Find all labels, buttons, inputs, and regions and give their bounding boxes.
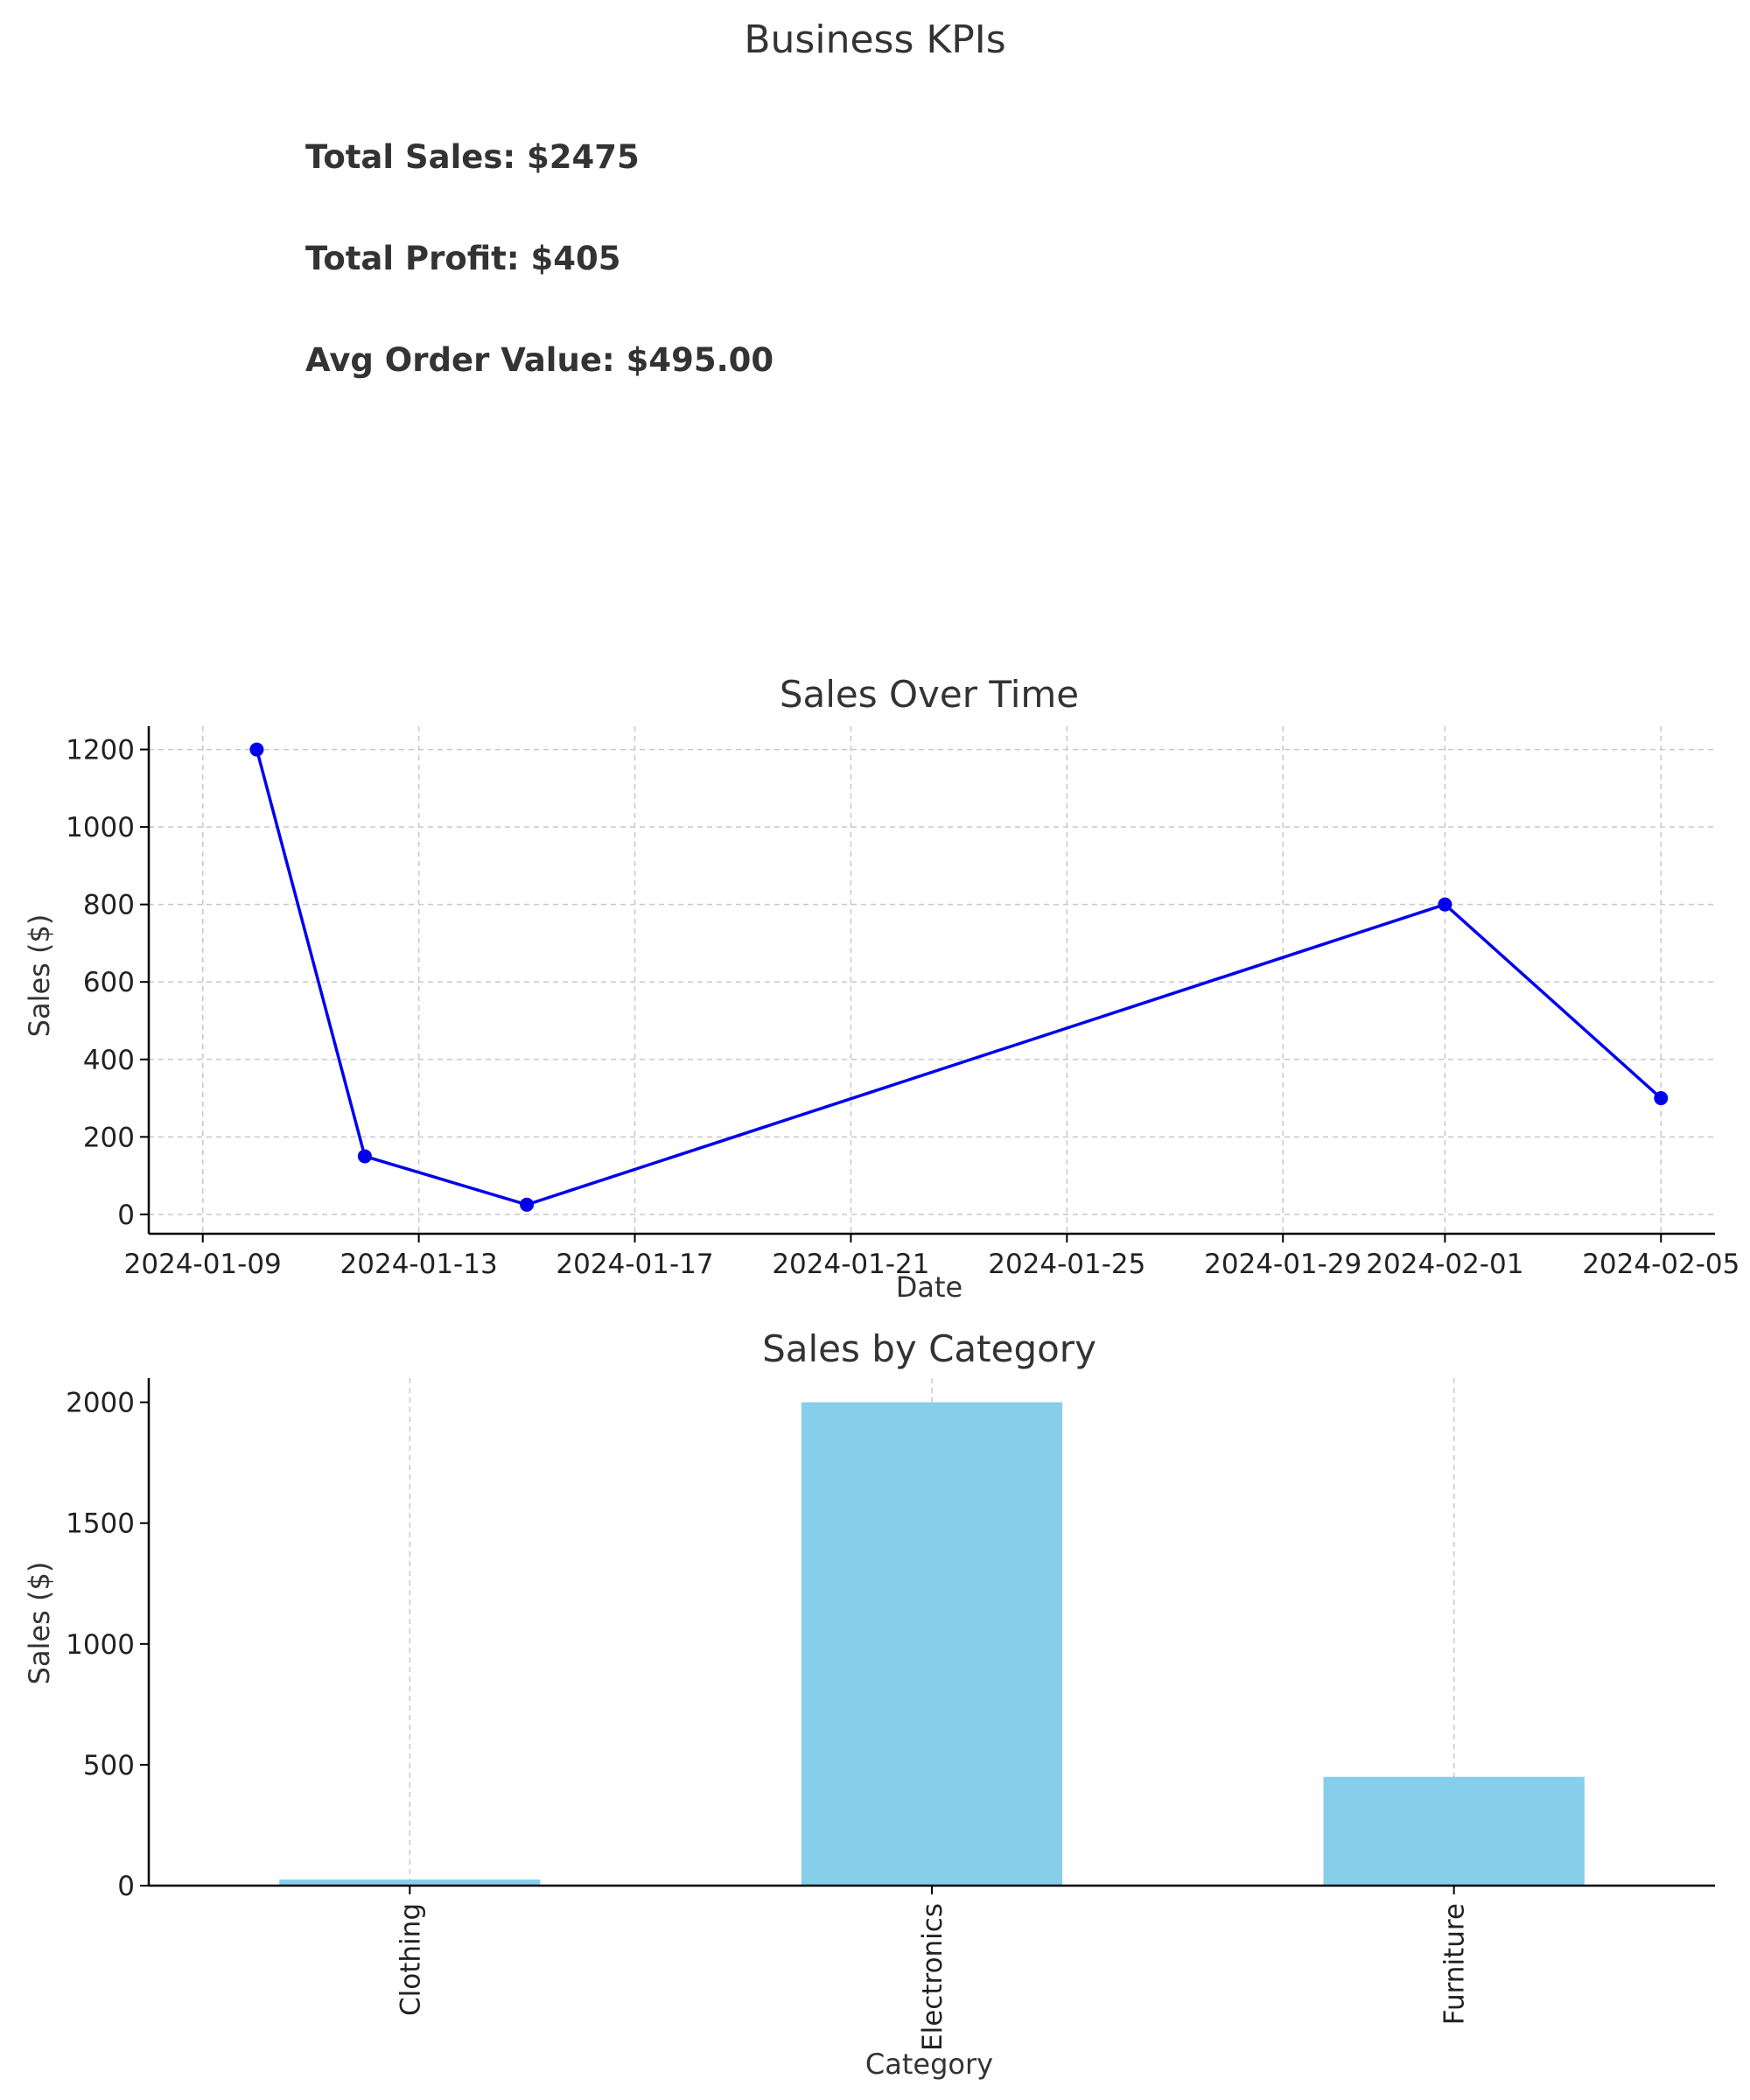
line-x-tick-label: 2024-01-09 (124, 1249, 282, 1280)
avg-order-value-kpi: Avg Order Value: $495.00 (305, 341, 774, 379)
line-chart-y-label: Sales ($) (23, 914, 56, 1038)
line-chart-axes (147, 726, 1715, 1236)
bar-chart-x-label: Category (865, 2048, 993, 2081)
line-x-tick-label: 2024-01-13 (340, 1249, 498, 1280)
sales-point (249, 742, 264, 757)
line-chart-grid (149, 726, 1715, 1234)
bar-y-tick-label: 0 (117, 1871, 135, 1902)
bar-x-tick-label: Clothing (395, 1903, 426, 2016)
bar-chart-y-label: Sales ($) (23, 1562, 56, 1685)
line-y-tick-label: 200 (83, 1122, 135, 1153)
bar-chart-x-ticks: Clothing Electronics Furniture (395, 1886, 1471, 2051)
bar-chart-bars (279, 1402, 1585, 1886)
line-x-tick-label: 2024-01-25 (988, 1249, 1145, 1280)
sales-over-time-chart: Sales Over Time 0 200 400 600 800 1000 1200 20… (23, 673, 1740, 1304)
total-sales-kpi: Total Sales: $2475 (305, 138, 640, 176)
line-y-tick-label: 0 (117, 1200, 135, 1231)
line-chart-y-ticks: 0 200 400 600 800 1000 1200 (66, 735, 149, 1231)
line-x-tick-label: 2024-02-01 (1366, 1249, 1523, 1280)
line-y-tick-label: 1200 (66, 735, 135, 766)
line-x-tick-label: 2024-02-05 (1582, 1249, 1740, 1280)
line-x-tick-label: 2024-01-21 (772, 1249, 929, 1280)
bar-y-tick-label: 500 (83, 1750, 135, 1782)
line-x-tick-label: 2024-01-17 (556, 1249, 713, 1280)
line-chart-title: Sales Over Time (780, 673, 1079, 716)
line-chart-x-ticks: 2024-01-09 2024-01-13 2024-01-17 2024-01-21… (124, 1234, 1740, 1280)
kpi-title: Business KPIs (744, 18, 1006, 62)
bar-furniture (1323, 1776, 1585, 1886)
bar-clothing (279, 1880, 541, 1886)
sales-point (1654, 1091, 1669, 1106)
line-y-tick-label: 400 (83, 1045, 135, 1076)
line-x-tick-label: 2024-01-29 (1204, 1249, 1362, 1280)
bar-chart-y-ticks: 0 500 1000 1500 2000 (66, 1388, 149, 1902)
line-y-tick-label: 1000 (66, 812, 135, 844)
bar-chart-title: Sales by Category (762, 1327, 1096, 1370)
sales-point (520, 1197, 535, 1212)
line-chart-series (249, 742, 1669, 1212)
line-y-tick-label: 600 (83, 967, 135, 998)
sales-point (357, 1149, 372, 1164)
line-chart-x-label: Date (896, 1270, 962, 1304)
bar-electronics (801, 1402, 1063, 1886)
bar-x-tick-label: Electronics (917, 1903, 948, 2051)
total-profit-kpi: Total Profit: $405 (305, 240, 621, 277)
sales-point (1438, 897, 1452, 912)
bar-x-tick-label: Furniture (1439, 1903, 1471, 2025)
sales-by-category-chart: Sales by Category 0 500 1000 1500 2000 Cloth… (23, 1327, 1715, 2081)
kpi-panel: Business KPIs Total Sales: $2475 Total P… (0, 0, 1750, 525)
bar-y-tick-label: 1500 (66, 1508, 135, 1540)
line-y-tick-label: 800 (83, 890, 135, 921)
bar-y-tick-label: 1000 (66, 1629, 135, 1661)
bar-y-tick-label: 2000 (66, 1388, 135, 1419)
